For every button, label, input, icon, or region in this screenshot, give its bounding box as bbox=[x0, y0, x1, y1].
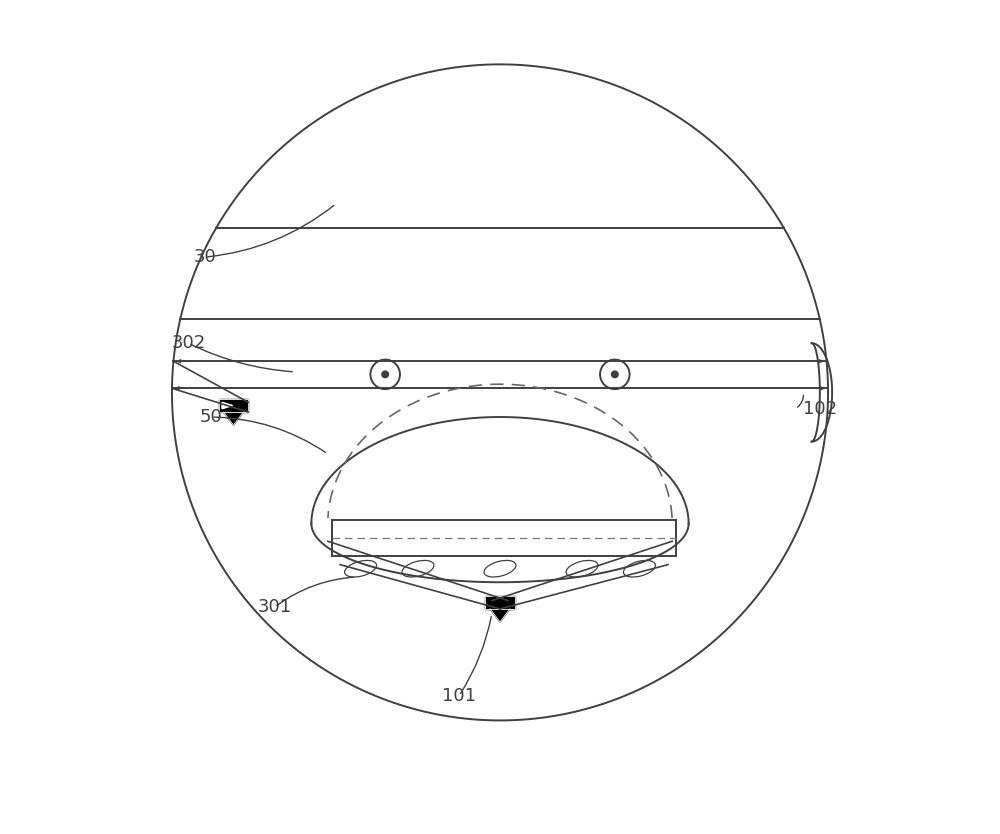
Bar bbox=[332, 520, 676, 556]
Circle shape bbox=[382, 371, 388, 378]
Polygon shape bbox=[222, 402, 233, 409]
Text: 101: 101 bbox=[442, 687, 476, 705]
Text: 302: 302 bbox=[171, 334, 205, 352]
Text: 301: 301 bbox=[257, 598, 292, 616]
Text: 102: 102 bbox=[803, 399, 838, 418]
Polygon shape bbox=[219, 399, 248, 412]
Polygon shape bbox=[224, 412, 243, 425]
Polygon shape bbox=[485, 595, 515, 609]
Circle shape bbox=[612, 371, 618, 378]
Text: 50: 50 bbox=[200, 408, 223, 426]
Text: 30: 30 bbox=[193, 248, 216, 266]
Polygon shape bbox=[490, 609, 510, 622]
